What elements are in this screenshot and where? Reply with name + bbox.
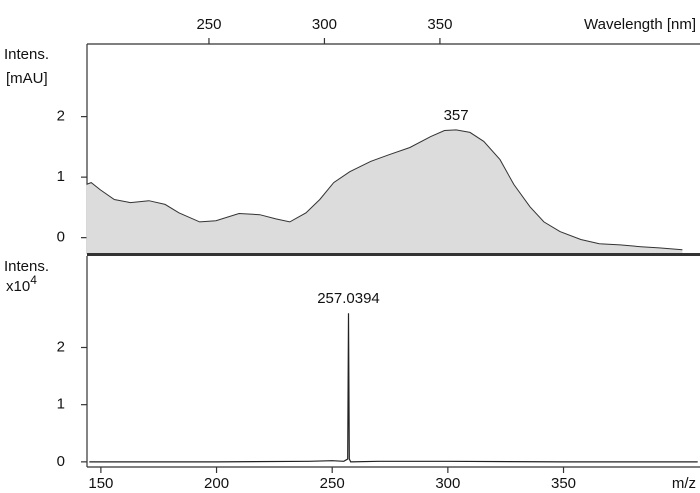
x-tick-label: 200 bbox=[204, 475, 229, 492]
x-tick-label: 150 bbox=[88, 475, 113, 492]
y-axis-unit: [mAU] bbox=[6, 70, 48, 87]
spectrum-line bbox=[89, 313, 698, 463]
y-scale-label: x104 bbox=[6, 273, 37, 295]
y-axis-label: Intens. bbox=[4, 258, 49, 275]
peak-label: 257.0394 bbox=[317, 290, 380, 307]
spectrum-area bbox=[86, 129, 683, 254]
y-scale-exponent: 4 bbox=[30, 273, 37, 287]
y-tick-label: 0 bbox=[57, 453, 65, 470]
y-tick-label: 2 bbox=[57, 108, 65, 125]
y-tick-label: 1 bbox=[57, 168, 65, 185]
x-axis-label: m/z bbox=[672, 475, 696, 492]
spectrum-line bbox=[86, 129, 683, 251]
x-axis-label: Wavelength [nm] bbox=[584, 16, 696, 33]
x-tick-label: 300 bbox=[312, 16, 337, 33]
y-tick-label: 1 bbox=[57, 396, 65, 413]
x-tick-label: 300 bbox=[435, 475, 460, 492]
x-tick-label: 350 bbox=[551, 475, 576, 492]
y-scale-base: x10 bbox=[6, 278, 30, 295]
y-tick-label: 2 bbox=[57, 338, 65, 355]
y-axis-label: Intens. bbox=[4, 46, 49, 63]
x-tick-label: 250 bbox=[320, 475, 345, 492]
x-tick-label: 250 bbox=[196, 16, 221, 33]
y-tick-label: 0 bbox=[57, 229, 65, 246]
peak-label: 357 bbox=[444, 107, 469, 124]
x-tick-label: 350 bbox=[427, 16, 452, 33]
